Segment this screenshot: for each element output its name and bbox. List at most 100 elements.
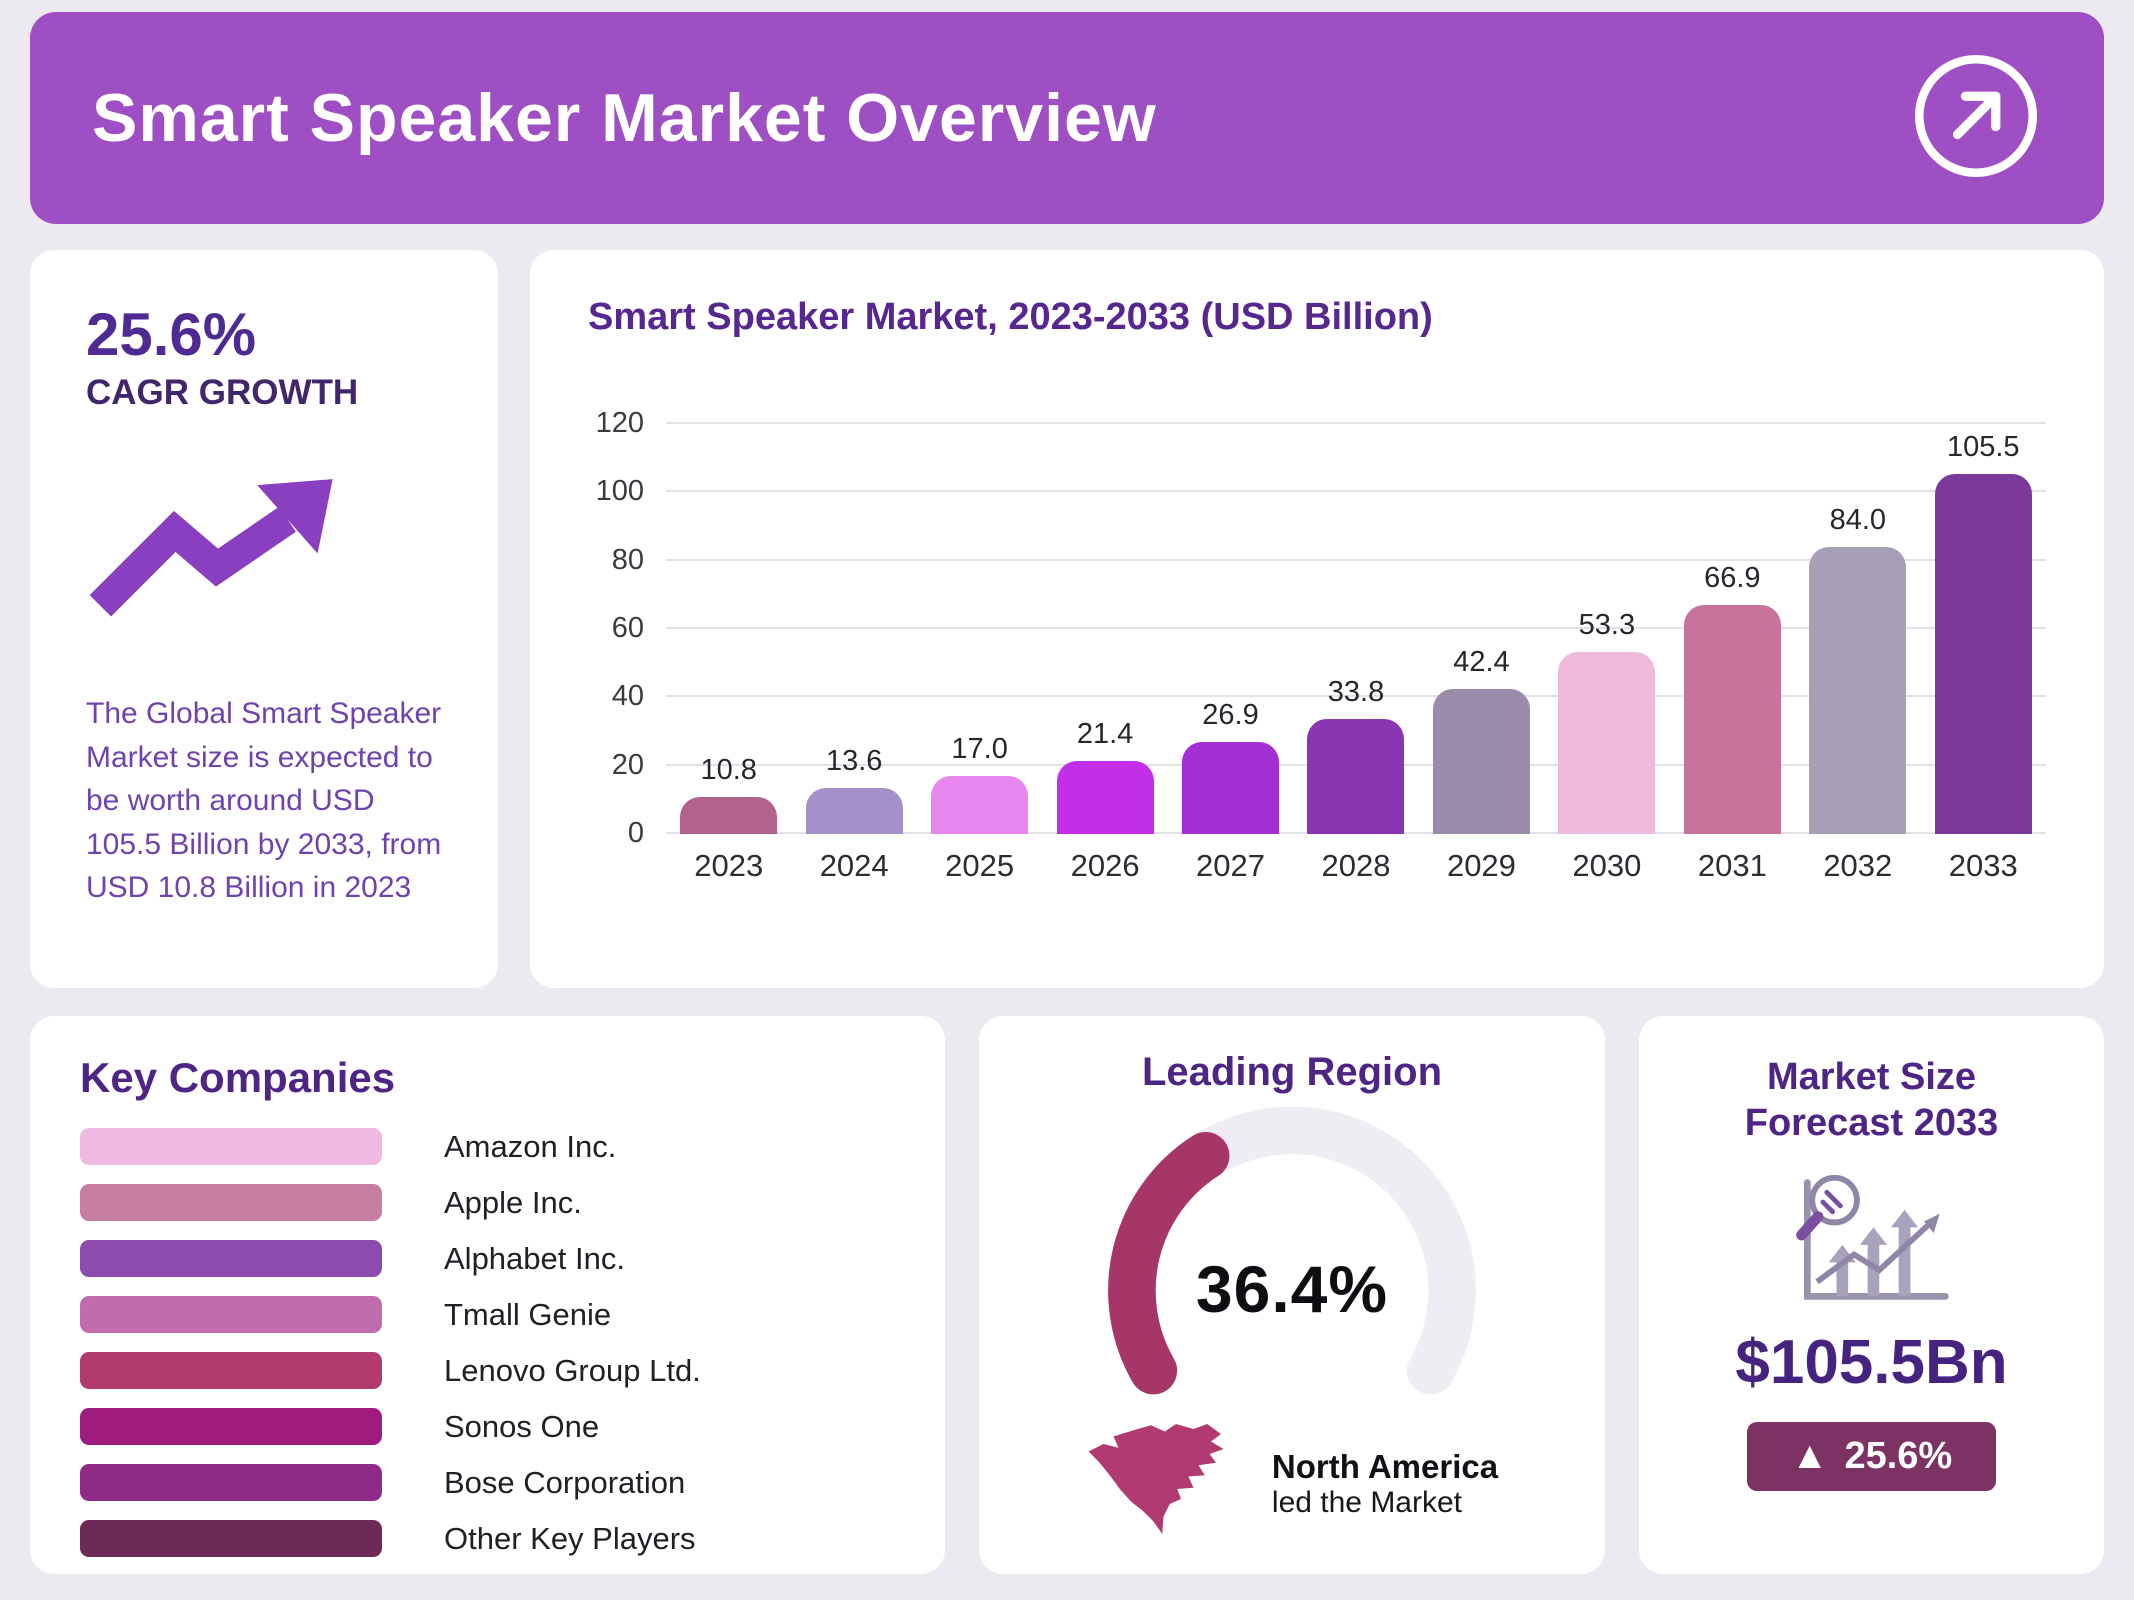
bar-column: 10.8 [679,754,779,834]
gridline [666,695,2046,698]
region-text: North America led the Market [1272,1448,1498,1520]
forecast-value: $105.5Bn [1735,1327,2008,1397]
header-banner: Smart Speaker Market Overview [30,12,2104,224]
leading-region-card: Leading Region 36.4% North America led t… [979,1016,1605,1574]
bar-2025 [931,775,1029,834]
x-axis-tick-label: 2024 [819,848,889,883]
bar-group: 10.8 13.6 17.0 21.4 26.9 33.8 42.4 53.3 66.9 84.0… [666,424,2046,834]
gauge-fill [1108,1131,1230,1395]
y-axis-tick-label: 40 [611,680,644,713]
company-name: Tmall Genie [444,1296,612,1332]
bar-column: 21.4 [1055,718,1155,834]
bar-2024 [805,787,903,834]
trend-up-icon [86,467,446,648]
gridline [666,627,2046,629]
gridline [666,490,2046,493]
company-row: Other Key Players [80,1520,895,1557]
cagr-value: 25.6% [86,301,257,368]
company-name: Amazon Inc. [444,1128,617,1164]
company-color-bar [80,1240,382,1277]
bar-column: 26.9 [1181,699,1281,834]
bar-value-label: 26.9 [1202,699,1259,732]
x-axis-tick-label: 2026 [1070,848,1140,883]
company-color-bar [80,1408,382,1445]
company-color-bar [80,1352,382,1389]
company-row: Bose Corporation [80,1464,895,1501]
bar-column: 42.4 [1431,646,1531,834]
y-axis-tick-label: 80 [611,543,644,576]
growth-badge: ▲ 25.6% [1746,1421,1997,1491]
company-row: Alphabet Inc. [80,1240,895,1277]
x-axis-tick-label: 2027 [1196,848,1266,883]
x-axis-tick-label: 2028 [1321,848,1391,883]
company-row: Sonos One [80,1408,895,1445]
chart-x-axis: 2023 2024 2025 2026 2027 2028 2029 2030 2031 2032… [666,848,2046,884]
company-row: Tmall Genie [80,1296,895,1333]
y-axis-tick-label: 120 [595,407,644,439]
bar-2028 [1307,718,1405,834]
company-color-bar [80,1464,382,1501]
y-axis-tick-label: 100 [595,475,644,508]
bar-chart: 0 20 40 60 80 100 120 10.8 13.6 17.0 21.4 26.9 33.8… [588,407,2046,884]
bar-2027 [1182,742,1280,834]
bar-value-label: 66.9 [1704,562,1761,595]
bar-column: 13.6 [804,745,904,834]
region-bottom: North America led the Market [1019,1419,1565,1549]
market-chart-card: Smart Speaker Market, 2023-2033 (USD Bil… [530,250,2104,988]
company-color-bar [80,1520,382,1557]
y-axis-tick-label: 20 [611,748,644,781]
up-triangle-icon: ▲ [1790,1434,1829,1477]
bar-column: 53.3 [1557,609,1657,834]
company-name: Apple Inc. [444,1184,582,1220]
growth-badge-value: 25.6% [1844,1434,1953,1477]
chart-title: Smart Speaker Market, 2023-2033 (USD Bil… [588,296,1433,338]
bar-value-label: 105.5 [1946,430,2020,463]
expand-arrow-icon[interactable] [1910,50,2042,187]
company-row: Apple Inc. [80,1184,895,1221]
cagr-card: 25.6% CAGR GROWTH The Global Smart Speak… [30,250,498,988]
company-color-bar [80,1128,382,1165]
bar-2026 [1056,760,1154,834]
y-axis-tick-label: 0 [627,817,644,849]
bar-column: 66.9 [1682,562,1782,834]
bar-2033 [1934,473,2032,834]
x-axis-tick-label: 2025 [945,848,1015,883]
x-axis-tick-label: 2030 [1572,848,1642,883]
company-name: Lenovo Group Ltd. [444,1352,701,1388]
bar-value-label: 84.0 [1829,504,1887,536]
bar-column: 33.8 [1306,676,1406,834]
x-axis-tick-label: 2033 [1948,848,2018,883]
chart-plot: 10.8 13.6 17.0 21.4 26.9 33.8 42.4 53.3 66.9 84.0… [666,422,2046,834]
region-title: Leading Region [1142,1050,1442,1094]
region-share-value: 36.4% [1195,1252,1389,1326]
company-name: Alphabet Inc. [444,1240,625,1276]
company-row: Amazon Inc. [80,1128,895,1165]
market-forecast-card: Market Size Forecast 2033 $105.5Bn ▲ 25.… [1639,1016,2104,1574]
bar-value-label: 10.8 [700,754,757,787]
company-name: Bose Corporation [444,1464,686,1500]
x-axis-tick-label: 2031 [1697,848,1767,883]
bottom-row: Key Companies Amazon Inc. Apple Inc. Alpha… [30,1016,2104,1574]
top-row: 25.6% CAGR GROWTH The Global Smart Speak… [30,250,2104,988]
bar-2032 [1809,547,1907,834]
y-axis-tick-label: 60 [611,612,644,644]
north-america-map-icon [1086,1419,1236,1549]
gridline [666,558,2046,561]
page-title: Smart Speaker Market Overview [92,80,1157,156]
bar-column: 84.0 [1808,504,1908,834]
x-axis-tick-label: 2023 [694,848,764,883]
forecast-title: Market Size Forecast 2033 [1744,1056,1999,1145]
key-companies-card: Key Companies Amazon Inc. Apple Inc. Alpha… [30,1016,945,1574]
x-axis-tick-label: 2032 [1823,848,1893,883]
region-caption: led the Market [1271,1486,1462,1519]
companies-title: Key Companies [80,1054,396,1101]
bar-column: 17.0 [930,733,1030,834]
market-analysis-icon [1784,1163,1959,1319]
bar-2023 [680,797,778,834]
bar-2031 [1683,605,1781,834]
chart-y-axis: 0 20 40 60 80 100 120 [588,407,666,849]
region-share-gauge: 36.4% [1077,1103,1507,1415]
bar-value-label: 13.6 [825,744,883,777]
bar-value-label: 33.8 [1327,675,1385,708]
bar-2029 [1432,689,1530,834]
